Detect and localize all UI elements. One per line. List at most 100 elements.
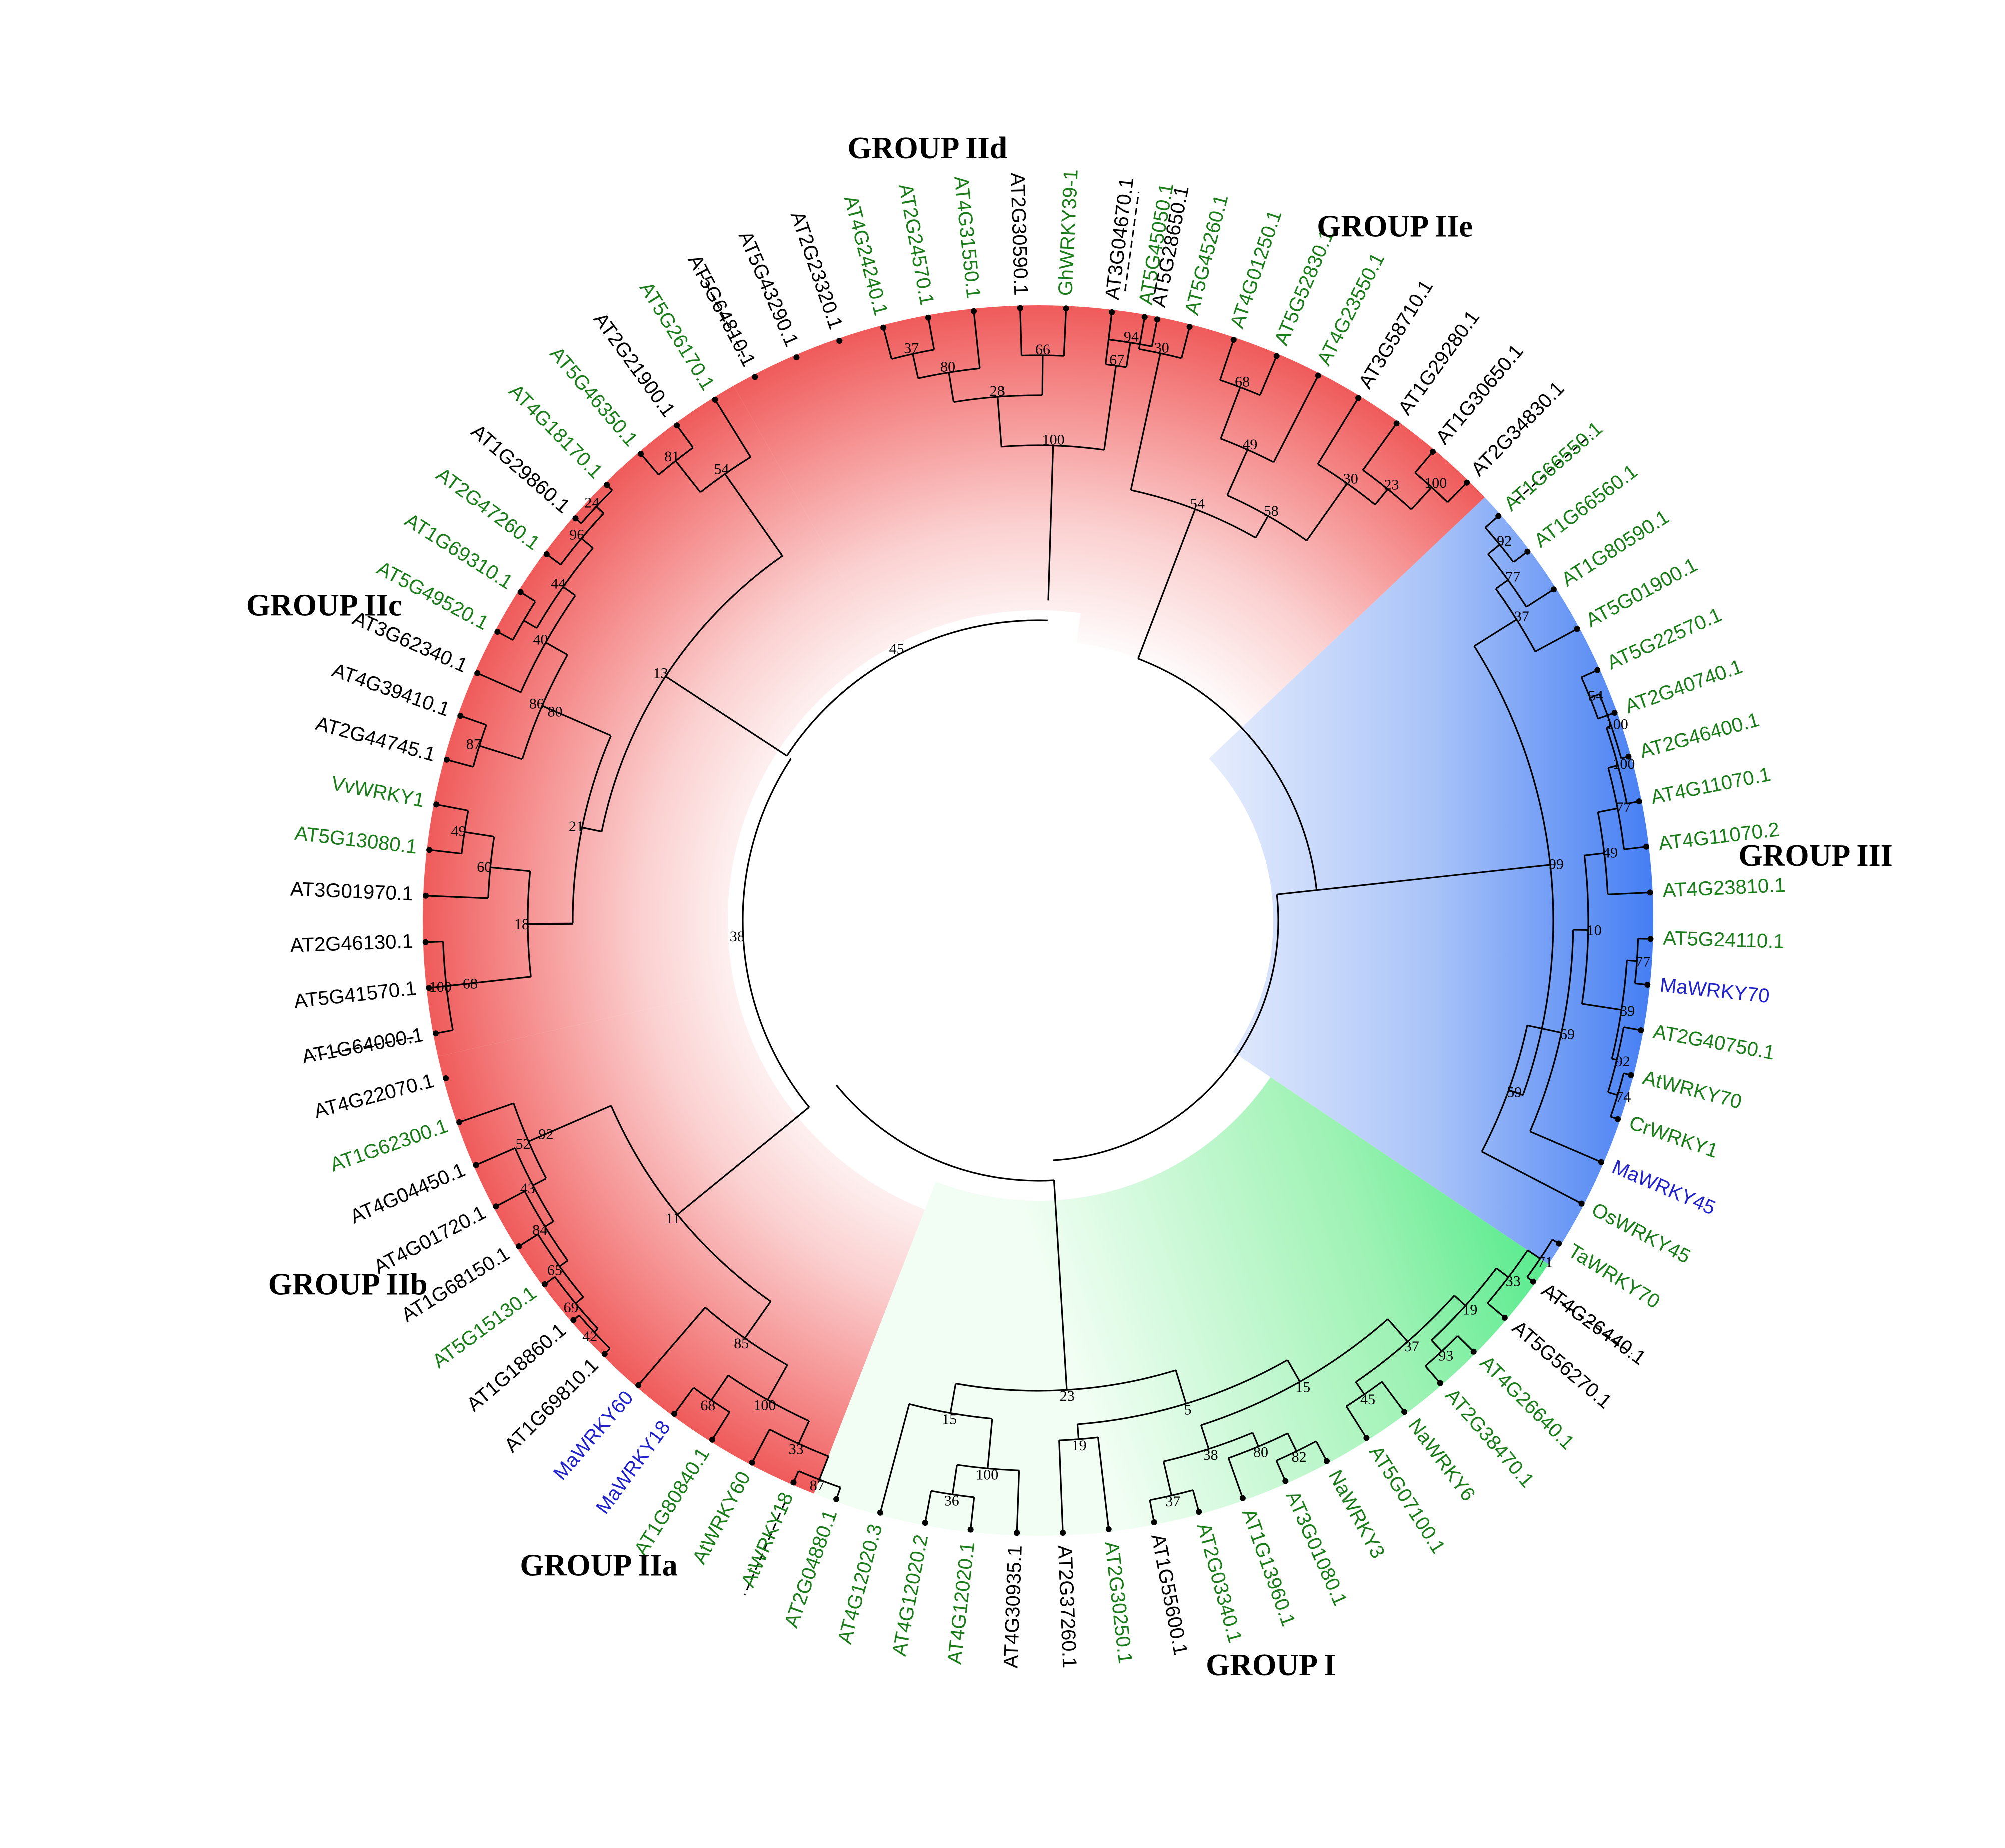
bootstrap-labels: 3068491002330585492773754100100774977749… [429, 329, 1651, 1510]
branch-line [1362, 423, 1397, 471]
bootstrap-value: 30 [1154, 339, 1169, 356]
branch-line [1019, 308, 1023, 356]
leaf-tip [423, 892, 429, 899]
leaf-label: GhWRKY39-1 [1054, 169, 1082, 296]
branch-arc [1495, 588, 1536, 652]
leaf-tip [671, 1411, 678, 1417]
branch-line [1076, 1424, 1080, 1440]
leaf-tip [1437, 1380, 1443, 1386]
branch-line [476, 976, 531, 984]
branch-line [475, 1147, 516, 1166]
leaf-tip [1063, 305, 1069, 312]
branch-line [1047, 445, 1054, 601]
clade-shade-I [814, 1077, 1549, 1536]
branch-line [1151, 319, 1158, 347]
bootstrap-value: 92 [538, 1126, 553, 1142]
branch-line [665, 675, 788, 757]
bootstrap-value: 15 [942, 1411, 957, 1427]
group-divider [697, 268, 745, 358]
bootstrap-value: 96 [569, 527, 584, 543]
branch-line [1016, 1470, 1020, 1533]
branch-line [559, 1260, 568, 1267]
bootstrap-value: 77 [1505, 568, 1520, 585]
bootstrap-value: 45 [889, 641, 904, 657]
branch-arc [1355, 1295, 1455, 1383]
branch-line [1424, 1365, 1441, 1384]
leaf-tip [790, 1479, 797, 1486]
branch-line [1495, 579, 1509, 590]
branch-line [1381, 1381, 1405, 1413]
branch-arc [835, 1084, 1054, 1182]
leaf-tip [1273, 353, 1280, 359]
leaf-tip [833, 1496, 840, 1502]
clade-shade-IIe [1076, 311, 1485, 728]
bootstrap-value: 80 [548, 703, 563, 720]
leaf-tip [1324, 1458, 1330, 1464]
branch-arc [786, 619, 1048, 756]
bootstrap-value: 100 [1424, 475, 1447, 491]
leaf-tip [1154, 316, 1160, 323]
bootstrap-value: 77 [1616, 799, 1631, 816]
branch-line [560, 713, 612, 737]
leaf-label: AT2G04880.1 [780, 1507, 841, 1630]
branch-line [1508, 1089, 1523, 1096]
branch-line [1345, 1406, 1367, 1439]
branch-line [1287, 1433, 1297, 1452]
bootstrap-value: 30 [1343, 471, 1358, 487]
group-label: GROUP IIe [1317, 210, 1473, 244]
leaf-label: AT2G40740.1 [1622, 655, 1745, 718]
branch-line [495, 1190, 525, 1207]
bootstrap-value: 94 [1124, 329, 1139, 345]
branch-line [744, 1301, 772, 1339]
leaf-tip [1393, 420, 1400, 427]
leaf-tip [793, 354, 800, 361]
leaf-tip [1109, 309, 1115, 315]
bootstrap-value: 42 [582, 1328, 597, 1345]
leaf-tip [422, 939, 429, 945]
leaf-label: AT2G03340.1 [1193, 1521, 1246, 1645]
branch-line [1411, 486, 1432, 510]
group-divider [1515, 434, 1591, 502]
leaf-tip [1598, 1159, 1604, 1165]
leaf-tip [1556, 1240, 1562, 1247]
clade-shade-IId [733, 305, 1181, 651]
leaf-label: AT3G04670.1 [1101, 176, 1138, 301]
branch-line [724, 473, 783, 557]
branch-arc [1607, 767, 1625, 850]
branch-line [1252, 1432, 1259, 1447]
leaf-label: AT4G12020.2 [888, 1533, 933, 1658]
leaf-tip [1239, 1495, 1246, 1501]
leaf-tip [1196, 1509, 1202, 1515]
leaf-tip [1594, 667, 1601, 673]
branch-line [1130, 353, 1161, 491]
leaf-label: AT4G31550.1 [950, 175, 984, 299]
bootstrap-value: 67 [1109, 352, 1124, 368]
leaf-label: AT2G23320.1 [786, 209, 847, 332]
group-dividers [315, 192, 1633, 1595]
branch-line [1374, 488, 1389, 505]
bootstrap-value: 37 [1404, 1338, 1419, 1355]
bootstrap-value: 71 [1538, 1254, 1553, 1270]
bootstrap-value: 82 [1292, 1449, 1307, 1465]
branch-line [1053, 1180, 1068, 1390]
clade-shade-III [1209, 497, 1653, 1264]
leaf-label: AT4G12020.3 [834, 1522, 887, 1646]
branch-line [710, 1375, 729, 1401]
branch-line [1315, 1441, 1328, 1462]
branch-line [527, 922, 573, 925]
group-label: GROUP IIc [246, 589, 402, 623]
branch-line [1192, 1490, 1200, 1512]
leaf-tip [1611, 710, 1618, 716]
branch-line [1584, 852, 1605, 856]
branch-line [1447, 482, 1468, 503]
leaf-label: AT1G13960.1 [1238, 1506, 1300, 1629]
bootstrap-value: 23 [1384, 476, 1399, 493]
leaf-tip [570, 1317, 577, 1323]
bootstrap-value: 100 [1042, 432, 1065, 448]
branch-line [528, 1131, 552, 1142]
bootstrap-value: 11 [665, 1210, 680, 1227]
branch-line [1454, 1295, 1466, 1306]
branch-line [1355, 1381, 1365, 1395]
branch-line [581, 538, 594, 549]
